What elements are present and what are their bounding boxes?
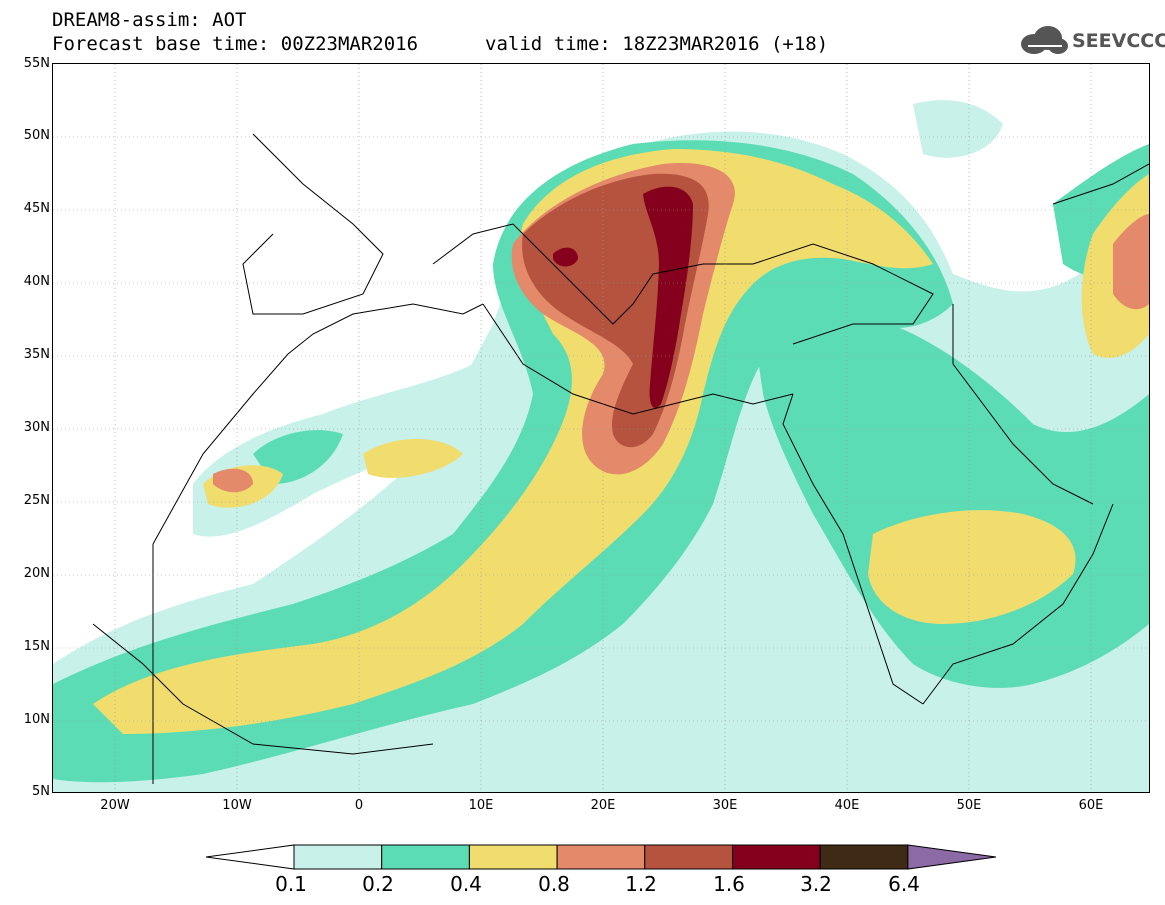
lat-label: 30N xyxy=(23,420,50,435)
lon-label: 0 xyxy=(354,798,364,813)
colorbar-label: 0.2 xyxy=(362,872,394,896)
colorbar-label: 1.2 xyxy=(625,872,657,896)
colorbar-segment xyxy=(381,844,470,870)
colorbar-label: 6.4 xyxy=(888,872,920,896)
lat-label: 50N xyxy=(23,128,50,143)
lon-label: 20W xyxy=(100,798,130,813)
lon-label: 50E xyxy=(956,798,982,813)
colorbar xyxy=(206,844,996,870)
lat-label: 5N xyxy=(32,784,50,799)
colorbar-segment xyxy=(732,844,821,870)
lat-label: 35N xyxy=(23,347,50,362)
forecast-base-time: Forecast base time: 00Z23MAR2016 xyxy=(52,33,419,55)
graticule xyxy=(53,64,1149,792)
aot-band-1.6 xyxy=(553,186,693,408)
colorbar-over-triangle xyxy=(907,844,996,870)
colorbar-segment xyxy=(293,844,383,870)
aot-field xyxy=(53,64,1149,792)
lon-label: 30E xyxy=(712,798,738,813)
colorbar-under-triangle xyxy=(206,844,295,870)
lat-label: 15N xyxy=(23,639,50,654)
lon-label: 10E xyxy=(468,798,494,813)
colorbar-segment xyxy=(819,844,909,870)
seevccc-logo: SEEVCCC xyxy=(1018,24,1165,58)
colorbar-label: 0.4 xyxy=(450,872,482,896)
coastlines xyxy=(92,133,1149,784)
lon-label: 40E xyxy=(834,798,860,813)
colorbar-segment xyxy=(468,844,558,870)
colorbar-label: 0.1 xyxy=(275,872,307,896)
chart-title: DREAM8-assim: AOT xyxy=(52,9,247,31)
lat-label: 10N xyxy=(23,712,50,727)
logo-text: SEEVCCC xyxy=(1072,30,1165,52)
colorbar-label: 1.6 xyxy=(713,872,745,896)
cloud-icon xyxy=(1021,26,1068,54)
lat-label: 25N xyxy=(23,493,50,508)
lon-label: 20E xyxy=(590,798,616,813)
lon-label: 60E xyxy=(1078,798,1104,813)
lat-label: 55N xyxy=(23,56,50,71)
colorbar-label: 3.2 xyxy=(800,872,832,896)
valid-time: valid time: 18Z23MAR2016 (+18) xyxy=(485,33,829,55)
colorbar-segment xyxy=(556,844,646,870)
colorbar-segment xyxy=(644,844,733,870)
aot-map xyxy=(52,63,1150,793)
lat-label: 20N xyxy=(23,566,50,581)
lat-label: 40N xyxy=(23,274,50,289)
colorbar-label: 0.8 xyxy=(538,872,570,896)
lat-label: 45N xyxy=(23,201,50,216)
lon-label: 10W xyxy=(222,798,252,813)
